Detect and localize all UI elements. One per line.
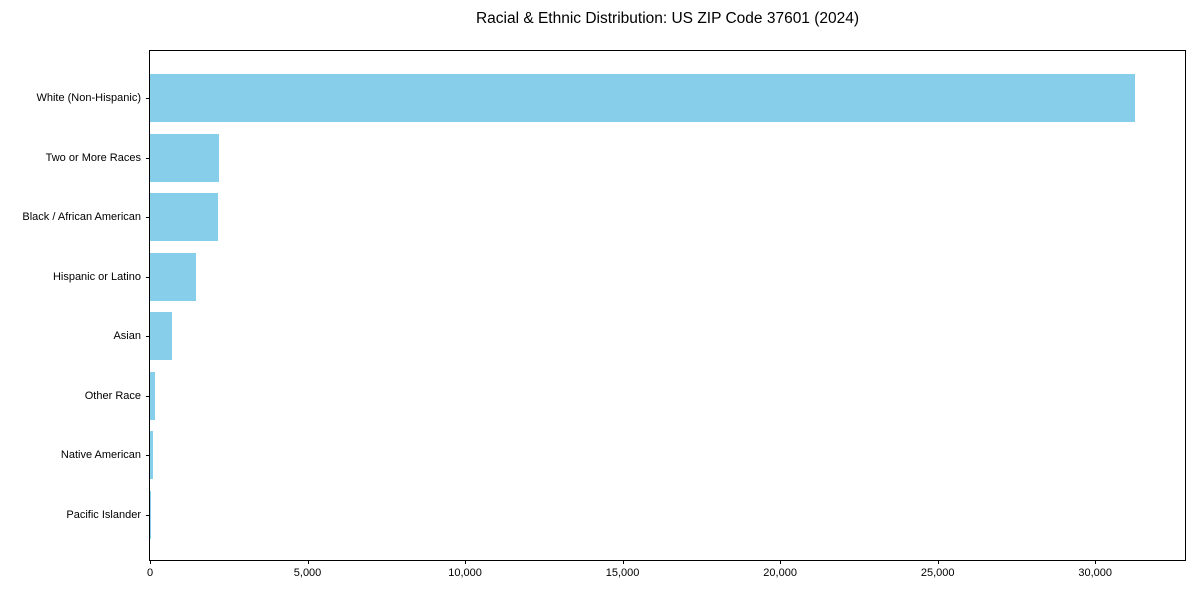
bar-white-non-hispanic	[150, 74, 1135, 122]
y-tick-other-race	[146, 395, 150, 397]
y-tick-black-african-american	[146, 217, 150, 219]
y-axis-label-two-or-more-races: Two or More Races	[45, 151, 141, 164]
y-axis-label-asian: Asian	[113, 330, 141, 343]
x-tick-5000	[307, 560, 309, 564]
bar-two-or-more-races	[150, 133, 219, 182]
y-tick-white-non-hispanic	[146, 98, 150, 99]
x-tick-15000	[622, 560, 624, 564]
x-tick-0	[150, 560, 151, 564]
x-tick-20000	[780, 560, 782, 564]
x-tick-label-25000: 25,000	[920, 567, 955, 579]
y-axis-label-hispanic-or-latino: Hispanic or Latino	[52, 270, 141, 283]
x-tick-10000	[465, 560, 467, 564]
x-tick-label-5000: 5,000	[293, 567, 322, 579]
plot-area: White (Non-Hispanic) Two or More Races Bla…	[22, 50, 1186, 579]
y-tick-asian	[146, 336, 150, 338]
x-tick-label-10000: 10,000	[448, 567, 482, 579]
y-axis-label-white-non-hispanic: White (Non-Hispanic)	[36, 92, 141, 104]
y-axis-label-black-african-american: Black / African American	[22, 211, 141, 224]
y-axis-label-native-american: Native American	[60, 449, 141, 462]
y-axis-label-other-race: Other Race	[84, 389, 141, 402]
x-tick-label-15000: 15,000	[605, 567, 640, 579]
bar-native-american	[150, 431, 153, 480]
y-tick-native-american	[146, 455, 150, 457]
x-tick-25000	[937, 560, 939, 564]
x-tick-30000	[1095, 560, 1097, 564]
y-tick-two-or-more-races	[146, 157, 150, 159]
x-tick-label-30000: 30,000	[1078, 567, 1113, 579]
x-tick-label-20000: 20,000	[763, 567, 797, 579]
y-tick-hispanic-or-latino	[146, 276, 150, 278]
x-tick-label-0: 0	[146, 567, 154, 579]
chart-title: Racial & Ethnic Distribution: US ZIP Cod…	[475, 10, 860, 27]
bar-hispanic-or-latino	[150, 252, 196, 301]
bar-other-race	[150, 371, 155, 420]
y-tick-pacific-islander	[146, 514, 150, 516]
y-axis-label-pacific-islander: Pacific Islander	[66, 508, 141, 521]
bar-black-african-american	[150, 193, 218, 242]
bar-asian	[150, 312, 173, 361]
